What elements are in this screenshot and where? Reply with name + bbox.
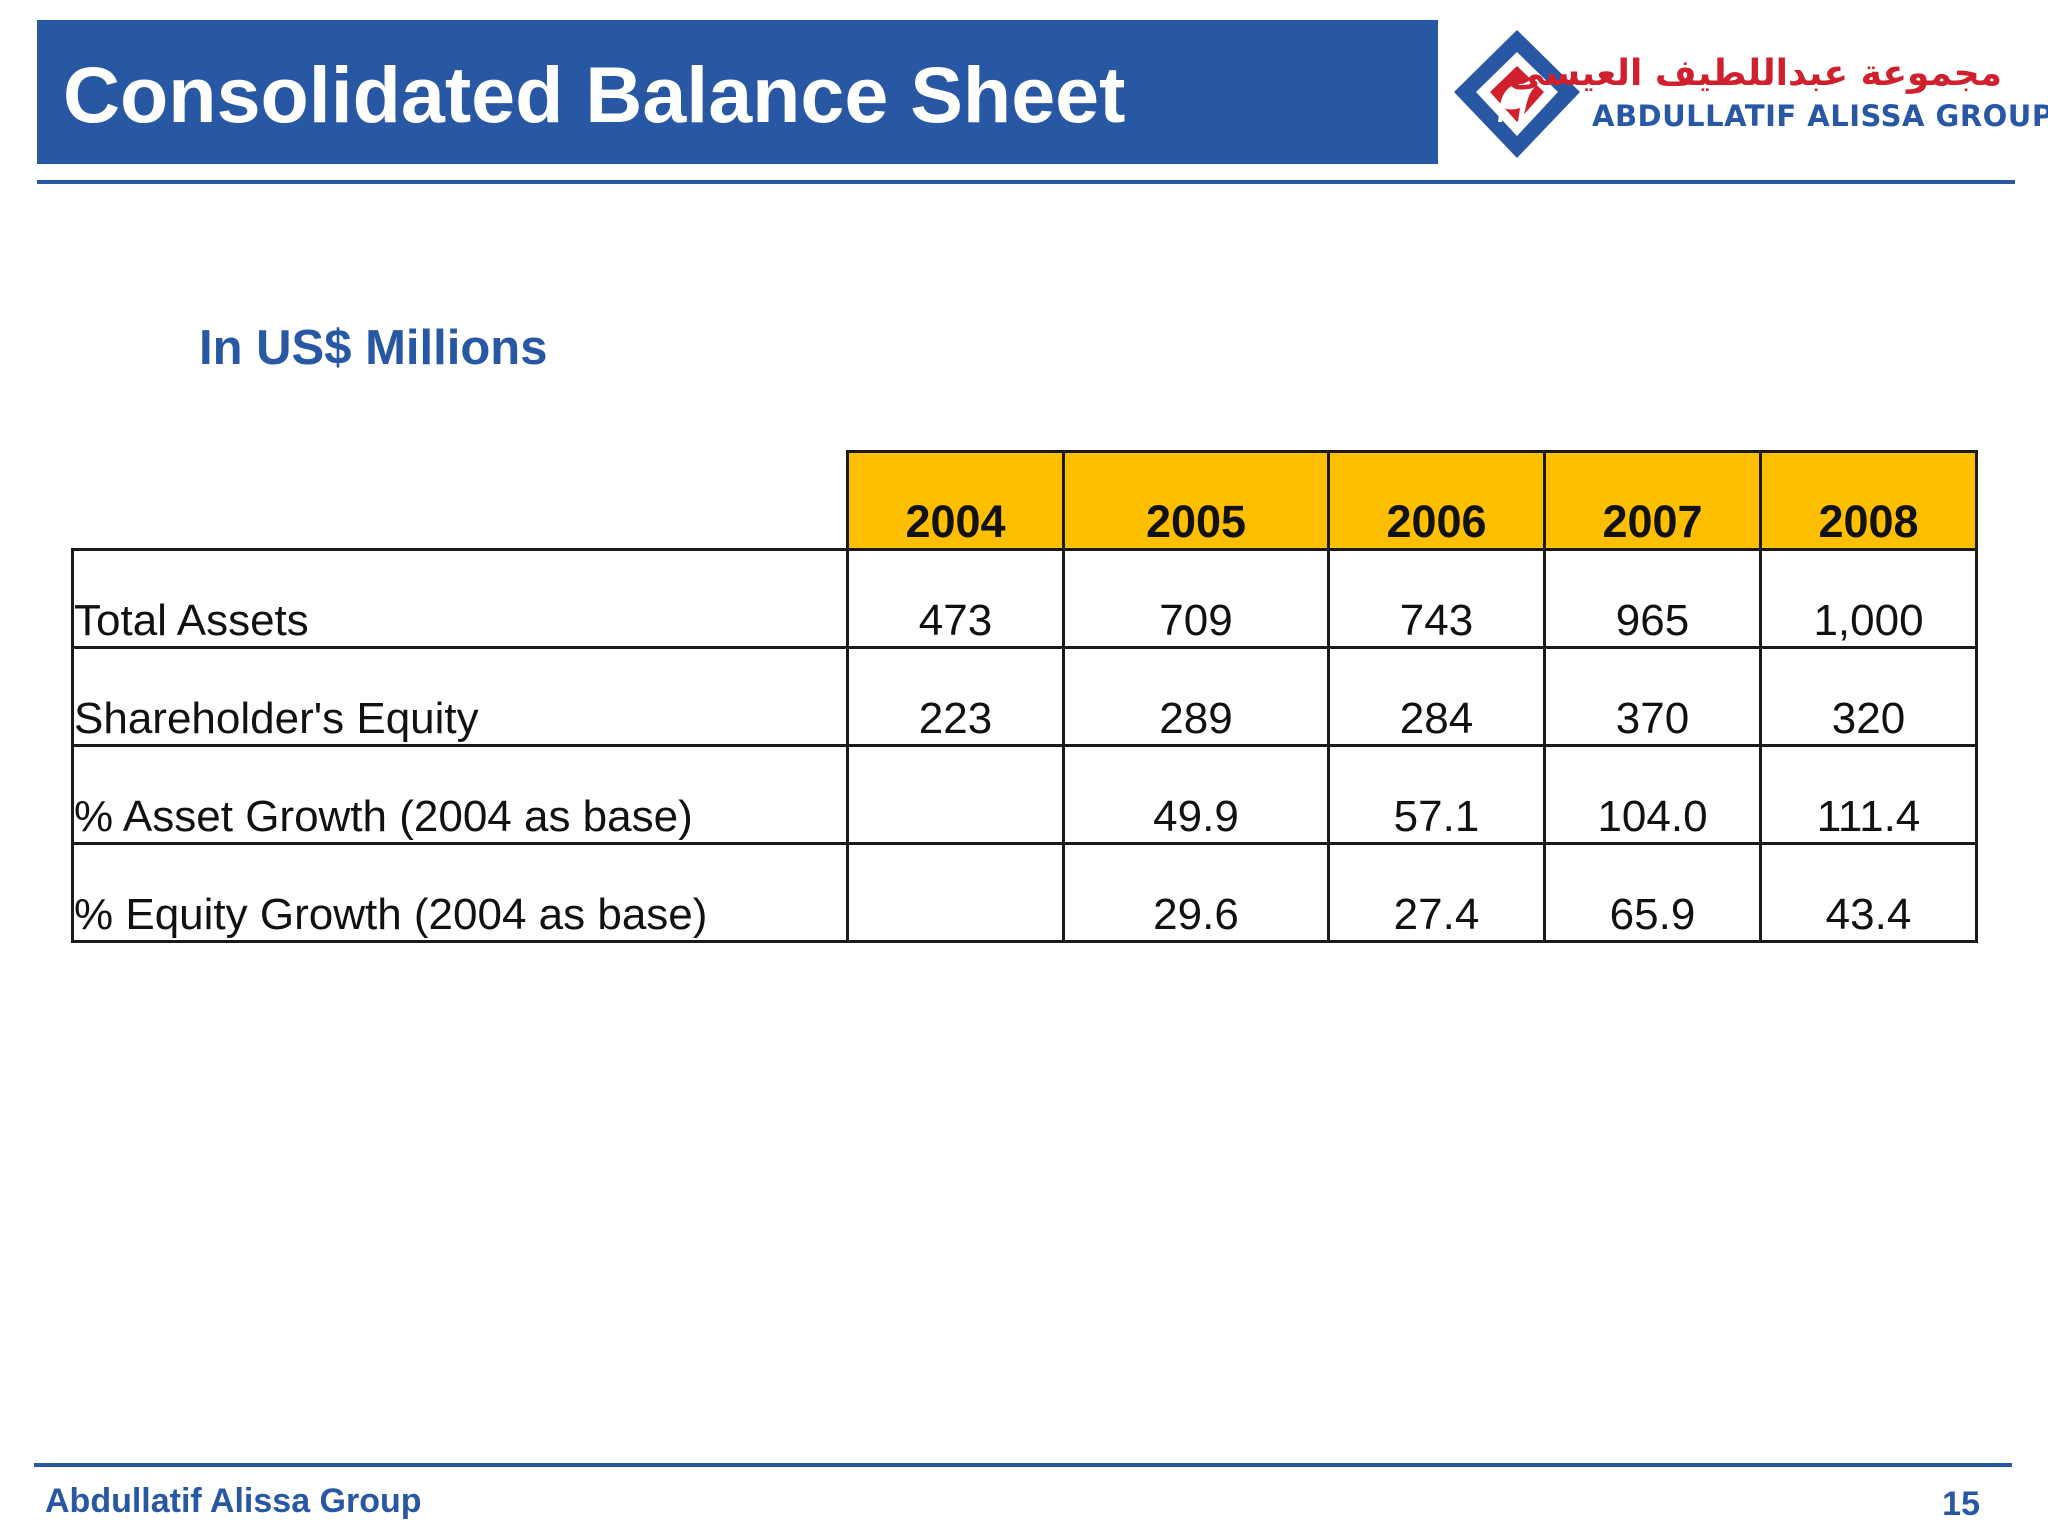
row-label: Total Assets bbox=[71, 548, 849, 649]
table-row: Total Assets 473 709 743 965 1,000 bbox=[71, 548, 1978, 649]
table-cell: 743 bbox=[1327, 548, 1546, 649]
table-row: % Asset Growth (2004 as base) 49.9 57.1 … bbox=[71, 744, 1978, 845]
top-divider bbox=[37, 180, 2015, 184]
table-cell: 29.6 bbox=[1062, 842, 1330, 943]
table-cell: 104.0 bbox=[1543, 744, 1762, 845]
table-cell: 709 bbox=[1062, 548, 1330, 649]
camel-diamond-logo-icon bbox=[1454, 30, 1580, 158]
bottom-divider bbox=[34, 1463, 2012, 1467]
table-cell: 473 bbox=[846, 548, 1065, 649]
table-cell: 65.9 bbox=[1543, 842, 1762, 943]
table-cell: 27.4 bbox=[1327, 842, 1546, 943]
table-cell: 1,000 bbox=[1759, 548, 1978, 649]
year-header: 2008 bbox=[1759, 450, 1978, 551]
year-header: 2004 bbox=[846, 450, 1065, 551]
page-number: 15 bbox=[1942, 1485, 1980, 1523]
table-cell: 370 bbox=[1543, 646, 1762, 747]
units-subtitle: In US$ Millions bbox=[199, 321, 548, 375]
year-header: 2006 bbox=[1327, 450, 1546, 551]
table-cell: 965 bbox=[1543, 548, 1762, 649]
row-label: Shareholder's Equity bbox=[71, 646, 849, 747]
footer-company: Abdullatif Alissa Group bbox=[45, 1482, 422, 1520]
logo-english-name: ABDULLATIF ALISSA GROUP bbox=[1592, 99, 2048, 133]
table-cell: 223 bbox=[846, 646, 1065, 747]
table-cell bbox=[846, 842, 1065, 943]
row-label: % Equity Growth (2004 as base) bbox=[71, 842, 849, 943]
table-cell: 289 bbox=[1062, 646, 1330, 747]
year-header: 2007 bbox=[1543, 450, 1762, 551]
table-cell: 49.9 bbox=[1062, 744, 1330, 845]
logo-arabic-name: مجموعة عبداللطيف العيسى bbox=[1508, 53, 2002, 94]
balance-sheet-table: 2004 2005 2006 2007 2008 Total Assets 47… bbox=[71, 450, 1978, 943]
table-cell: 284 bbox=[1327, 646, 1546, 747]
table-cell bbox=[846, 744, 1065, 845]
header-blank-cell bbox=[73, 452, 848, 550]
table-row: Shareholder's Equity 223 289 284 370 320 bbox=[71, 646, 1978, 747]
table-header-row: 2004 2005 2006 2007 2008 bbox=[73, 450, 1978, 551]
year-header: 2005 bbox=[1062, 450, 1330, 551]
table-cell: 43.4 bbox=[1759, 842, 1978, 943]
company-logo: مجموعة عبداللطيف العيسى ABDULLATIF ALISS… bbox=[1450, 26, 2048, 166]
table-row: % Equity Growth (2004 as base) 29.6 27.4… bbox=[71, 842, 1978, 943]
title-bar: Consolidated Balance Sheet bbox=[37, 20, 1438, 164]
row-label: % Asset Growth (2004 as base) bbox=[71, 744, 849, 845]
table-cell: 320 bbox=[1759, 646, 1978, 747]
page-title: Consolidated Balance Sheet bbox=[63, 50, 1126, 139]
table-cell: 57.1 bbox=[1327, 744, 1546, 845]
table-cell: 111.4 bbox=[1759, 744, 1978, 845]
